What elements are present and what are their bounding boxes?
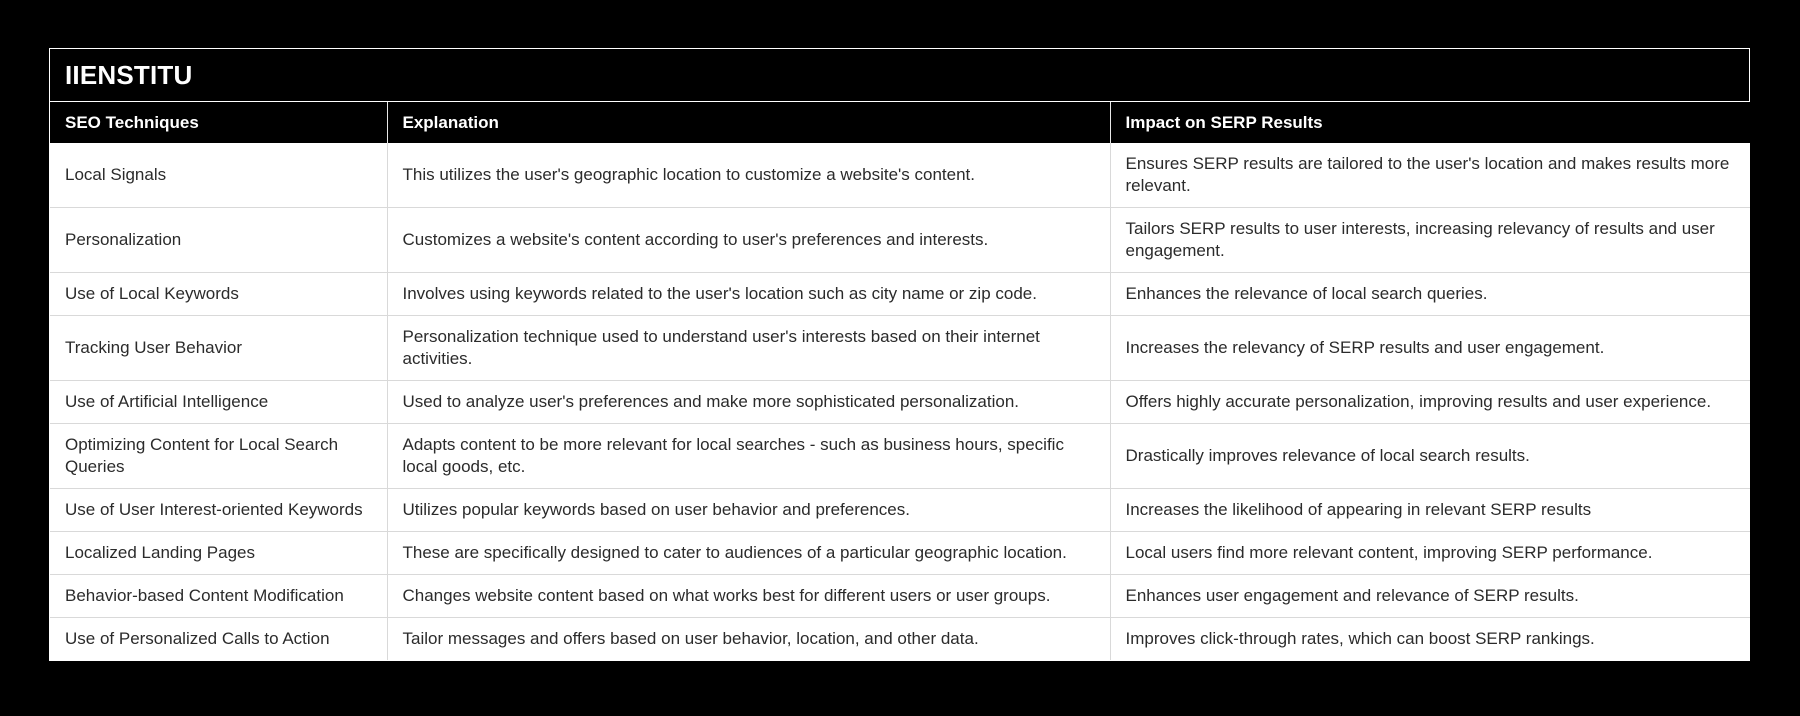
page-title: IIENSTITU <box>65 59 193 90</box>
technique-cell: Use of Personalized Calls to Action <box>50 617 388 660</box>
explanation-cell: Utilizes popular keywords based on user … <box>387 488 1111 532</box>
table-row: Use of Artificial Intelligence Used to a… <box>50 380 1750 424</box>
technique-cell: Behavior-based Content Modification <box>50 574 388 618</box>
table-row: Tracking User Behavior Personalization t… <box>50 315 1750 381</box>
technique-cell: Use of User Interest-oriented Keywords <box>50 488 388 532</box>
technique-cell: Use of Local Keywords <box>50 272 388 316</box>
explanation-cell: Used to analyze user's preferences and m… <box>387 380 1111 424</box>
table-row: Personalization Customizes a website's c… <box>50 207 1750 273</box>
content-card: IIENSTITU SEO Techniques Explanation Imp… <box>49 48 1750 661</box>
explanation-cell: Adapts content to be more relevant for l… <box>387 423 1111 489</box>
table-row: Use of Local Keywords Involves using key… <box>50 272 1750 316</box>
explanation-cell: Changes website content based on what wo… <box>387 574 1111 618</box>
technique-cell: Optimizing Content for Local Search Quer… <box>50 423 388 489</box>
explanation-cell: Personalization technique used to unders… <box>387 315 1111 381</box>
impact-cell: Enhances user engagement and relevance o… <box>1110 574 1750 618</box>
explanation-cell: These are specifically designed to cater… <box>387 531 1111 575</box>
table-row: Use of User Interest-oriented Keywords U… <box>50 488 1750 532</box>
table-row: Localized Landing Pages These are specif… <box>50 531 1750 575</box>
table-row: Optimizing Content for Local Search Quer… <box>50 423 1750 489</box>
technique-cell: Tracking User Behavior <box>50 315 388 381</box>
explanation-cell: This utilizes the user's geographic loca… <box>387 143 1111 208</box>
explanation-cell: Customizes a website's content according… <box>387 207 1111 273</box>
table-body: Local Signals This utilizes the user's g… <box>50 143 1750 660</box>
technique-cell: Local Signals <box>50 143 388 208</box>
table-row: Local Signals This utilizes the user's g… <box>50 143 1750 208</box>
title-bar: IIENSTITU <box>50 49 1749 102</box>
table-row: Use of Personalized Calls to Action Tail… <box>50 617 1750 660</box>
table-row: Behavior-based Content Modification Chan… <box>50 574 1750 618</box>
header-row: SEO Techniques Explanation Impact on SER… <box>50 102 1750 143</box>
impact-cell: Increases the relevancy of SERP results … <box>1110 315 1750 381</box>
column-header-seo-techniques: SEO Techniques <box>50 102 388 143</box>
explanation-cell: Tailor messages and offers based on user… <box>387 617 1111 660</box>
impact-cell: Offers highly accurate personalization, … <box>1110 380 1750 424</box>
table-header: SEO Techniques Explanation Impact on SER… <box>50 102 1750 143</box>
impact-cell: Increases the likelihood of appearing in… <box>1110 488 1750 532</box>
technique-cell: Use of Artificial Intelligence <box>50 380 388 424</box>
impact-cell: Tailors SERP results to user interests, … <box>1110 207 1750 273</box>
impact-cell: Improves click-through rates, which can … <box>1110 617 1750 660</box>
seo-techniques-table: SEO Techniques Explanation Impact on SER… <box>50 102 1750 660</box>
column-header-impact: Impact on SERP Results <box>1110 102 1750 143</box>
impact-cell: Ensures SERP results are tailored to the… <box>1110 143 1750 208</box>
column-header-explanation: Explanation <box>387 102 1111 143</box>
explanation-cell: Involves using keywords related to the u… <box>387 272 1111 316</box>
impact-cell: Enhances the relevance of local search q… <box>1110 272 1750 316</box>
technique-cell: Personalization <box>50 207 388 273</box>
impact-cell: Local users find more relevant content, … <box>1110 531 1750 575</box>
technique-cell: Localized Landing Pages <box>50 531 388 575</box>
impact-cell: Drastically improves relevance of local … <box>1110 423 1750 489</box>
